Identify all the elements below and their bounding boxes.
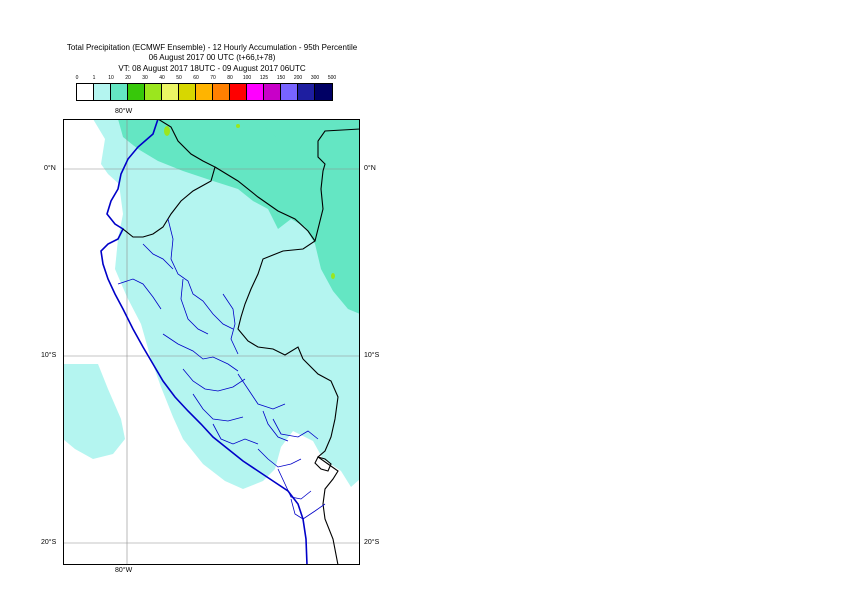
chart-title-line-3: VT: 08 August 2017 18UTC - 09 August 201… (118, 64, 306, 73)
lake-titicaca (314, 456, 332, 472)
border-peru-bolivia (302, 358, 339, 565)
legend-swatch (196, 84, 213, 100)
legend-swatch (230, 84, 247, 100)
legend-swatch (145, 84, 162, 100)
border-peru-colombia-brazil (214, 166, 316, 360)
precipitation-map: 80°W 80°W 0°N 10°S 20°S 0°N 10°S 20°S (41, 108, 379, 574)
legend-tick-label: 125 (259, 75, 269, 81)
legend-swatch (264, 84, 281, 100)
precip-area-light-south2 (325, 439, 360, 471)
lat-label-right-20s: 20°S (364, 539, 380, 546)
lat-label-left-0: 0°N (44, 165, 56, 172)
legend-tick-label: 300 (310, 75, 320, 81)
chart-title-line-2: 06 August 2017 00 UTC (t+66,t+78) (148, 53, 276, 62)
legend-swatch (162, 84, 179, 100)
map-canvas (63, 119, 360, 565)
precip-area-medium (118, 119, 360, 314)
color-legend (76, 83, 333, 101)
legend-tick-label: 1 (92, 75, 96, 81)
legend-tick-label: 50 (176, 75, 182, 81)
border-ecuador-colombia (122, 119, 216, 238)
legend-tick-label: 200 (293, 75, 303, 81)
legend-swatch (315, 84, 332, 100)
coastline (100, 119, 308, 565)
legend-tick-label: 40 (159, 75, 165, 81)
lat-label-right-10s: 10°S (364, 352, 380, 359)
legend-tick-label: 0 (75, 75, 79, 81)
legend-tick-label: 20 (125, 75, 131, 81)
legend-tick-label: 30 (142, 75, 148, 81)
border-brazil-colombia (314, 128, 360, 242)
lat-label-left-10s: 10°S (41, 352, 57, 359)
legend-swatch (281, 84, 298, 100)
legend-tick-label: 500 (327, 75, 337, 81)
legend-swatch (298, 84, 315, 100)
precip-spot-green-2 (236, 124, 240, 128)
legend-swatch (77, 84, 94, 100)
legend-tick-label: 10 (108, 75, 114, 81)
legend-swatch (128, 84, 145, 100)
precip-spot-green-1 (164, 126, 170, 136)
chart-title-line-1: Total Precipitation (ECMWF Ensemble) - 1… (66, 43, 358, 52)
regions-central (162, 333, 289, 445)
legend-swatch (111, 84, 128, 100)
legend-swatch (94, 84, 111, 100)
lon-label-top: 80°W (115, 108, 133, 115)
precip-spot-green-3 (331, 273, 335, 279)
legend-tick-label: 100 (242, 75, 252, 81)
precip-area-medium-patch (233, 125, 278, 164)
legend-tick-label: 80 (227, 75, 233, 81)
legend-tick-label: 70 (210, 75, 216, 81)
regions-south (257, 418, 326, 520)
lat-label-left-20s: 20°S (41, 539, 57, 546)
lon-label-bottom: 80°W (115, 567, 133, 574)
legend-swatch (247, 84, 264, 100)
legend-swatch (179, 84, 196, 100)
legend-swatch (213, 84, 230, 100)
map-frame (63, 119, 360, 565)
legend-tick-label: 60 (193, 75, 199, 81)
lat-label-right-0: 0°N (364, 165, 376, 172)
legend-tick-label: 150 (276, 75, 286, 81)
precip-area-light-south (63, 364, 125, 459)
regions-north (117, 218, 239, 355)
